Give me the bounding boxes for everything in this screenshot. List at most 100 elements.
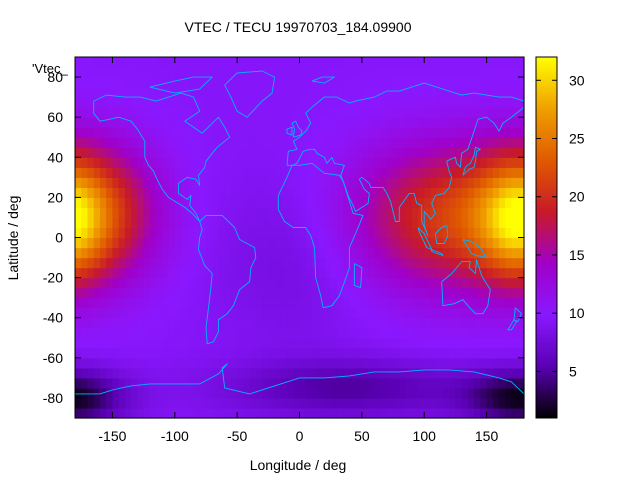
heat-cell [268, 57, 276, 68]
heat-cell [187, 137, 195, 148]
heat-cell [467, 157, 475, 168]
heat-cell [205, 107, 213, 118]
heat-cell [374, 67, 382, 78]
heat-cell [162, 207, 170, 219]
heat-cell [349, 227, 357, 239]
heat-cell [380, 187, 388, 198]
heat-cell [162, 357, 170, 369]
heat-cell [361, 97, 369, 108]
heat-cell [399, 317, 407, 329]
heat-cell [343, 147, 350, 158]
heat-cell [417, 217, 425, 229]
heat-cell [380, 297, 388, 309]
heat-cell [137, 347, 145, 359]
heat-cell [75, 97, 82, 108]
heat-cell [399, 117, 407, 128]
heat-cell [112, 217, 120, 229]
heat-cell [112, 97, 120, 108]
heat-cell [187, 387, 195, 399]
heat-cell [349, 277, 357, 289]
heat-cell [181, 127, 188, 138]
heat-cell [237, 77, 244, 88]
heat-cell [230, 197, 238, 209]
heat-cell [230, 167, 238, 178]
heat-cell [417, 227, 425, 239]
heat-cell [486, 397, 494, 409]
heat-cell [461, 267, 469, 279]
heat-cell [449, 347, 457, 359]
heat-cell [293, 87, 301, 98]
heat-cell [106, 317, 114, 329]
heat-cell [299, 227, 307, 239]
heat-cell [274, 347, 282, 359]
heat-cell [243, 187, 251, 198]
heat-cell [486, 327, 494, 339]
heat-cell [106, 97, 114, 108]
heat-cell [324, 97, 332, 108]
heat-cell [318, 197, 326, 209]
heat-cell [455, 277, 463, 289]
heat-cell [336, 157, 344, 168]
heat-cell [293, 277, 301, 289]
heat-cell [349, 357, 357, 369]
heat-cell [193, 227, 201, 239]
heat-cell [517, 167, 525, 178]
heat-cell [486, 357, 494, 369]
heat-cell [87, 327, 95, 339]
heat-cell [336, 167, 344, 178]
heat-cell [374, 177, 382, 188]
heat-cell [137, 407, 145, 419]
heat-cell [181, 247, 188, 259]
heat-cell [299, 117, 307, 128]
heat-cell [417, 197, 425, 209]
heat-cell [149, 87, 157, 98]
heat-cell [324, 347, 332, 359]
heat-cell [131, 377, 138, 389]
heat-cell [505, 297, 513, 309]
heat-cell [517, 367, 525, 379]
heat-cell [293, 387, 301, 399]
heat-cell [181, 357, 188, 369]
heat-cell [436, 267, 444, 279]
heat-cell [118, 297, 126, 309]
heat-cell [499, 167, 506, 178]
heat-cell [149, 367, 157, 379]
heat-cell [411, 377, 419, 389]
heat-cell [199, 117, 207, 128]
heat-cell [492, 367, 500, 379]
heat-cell [492, 287, 500, 299]
heat-cell [162, 397, 170, 409]
heat-cell [149, 207, 157, 219]
heat-cell [230, 287, 238, 299]
heat-cell [461, 337, 469, 349]
heat-cell [380, 357, 388, 369]
heat-cell [205, 267, 213, 279]
heat-cell [75, 217, 82, 229]
heat-cell [124, 197, 132, 209]
heat-cell [442, 267, 450, 279]
heat-cell [237, 217, 244, 229]
heat-cell [368, 337, 375, 349]
heat-cell [243, 337, 251, 349]
heat-cell [112, 87, 120, 98]
heat-cell [480, 127, 488, 138]
heat-cell [149, 297, 157, 309]
heat-cell [287, 297, 294, 309]
heat-cell [131, 207, 138, 219]
heat-cell [224, 387, 232, 399]
heat-cell [311, 57, 319, 68]
heat-cell [517, 407, 525, 419]
heat-cell [499, 407, 506, 419]
heat-cell [93, 227, 101, 239]
heat-cell [436, 207, 444, 219]
heat-cell [274, 157, 282, 168]
heat-cell [124, 187, 132, 198]
heat-cell [81, 407, 89, 419]
heat-cell [112, 137, 120, 148]
heat-cell [505, 327, 513, 339]
heat-cell [218, 77, 226, 88]
heat-cell [268, 177, 276, 188]
coastlines [75, 70, 525, 395]
heat-cell [99, 147, 107, 158]
heat-cell [467, 117, 475, 128]
